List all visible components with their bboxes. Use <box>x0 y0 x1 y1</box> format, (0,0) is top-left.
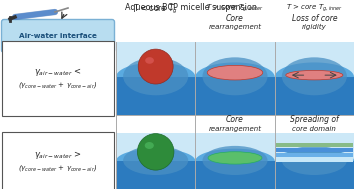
Bar <box>275 133 354 189</box>
FancyBboxPatch shape <box>1 19 114 53</box>
Ellipse shape <box>208 152 262 164</box>
Text: Core: Core <box>226 14 244 23</box>
Polygon shape <box>195 149 275 161</box>
Bar <box>275 42 354 115</box>
Bar <box>195 161 275 189</box>
Text: Spreading of: Spreading of <box>290 115 339 123</box>
Bar <box>275 77 354 115</box>
Ellipse shape <box>282 146 347 175</box>
Text: T < core $T_g$: T < core $T_g$ <box>133 3 178 16</box>
Bar <box>116 161 195 189</box>
Text: Air-water interface: Air-water interface <box>19 33 97 39</box>
Bar <box>116 42 195 115</box>
Text: rearrangement: rearrangement <box>209 126 262 132</box>
Bar <box>116 133 195 189</box>
Ellipse shape <box>123 57 188 95</box>
Text: Loss of core: Loss of core <box>292 14 337 23</box>
Text: ($\gamma_{core-water}$ + $\gamma_{core-air}$): ($\gamma_{core-water}$ + $\gamma_{core-a… <box>18 163 98 173</box>
FancyBboxPatch shape <box>2 41 114 116</box>
Polygon shape <box>116 149 195 161</box>
Text: ($\gamma_{core-water}$ + $\gamma_{core-air}$): ($\gamma_{core-water}$ + $\gamma_{core-a… <box>18 81 98 91</box>
Text: $\gamma_{air-water}$ <: $\gamma_{air-water}$ < <box>34 66 82 77</box>
Text: rearrangement: rearrangement <box>209 24 262 30</box>
Ellipse shape <box>202 146 268 175</box>
Bar <box>195 133 275 189</box>
Bar <box>276 153 353 157</box>
Ellipse shape <box>282 57 347 95</box>
Bar <box>276 157 353 162</box>
Ellipse shape <box>145 142 154 149</box>
Ellipse shape <box>145 57 154 64</box>
Text: Aqueous BCP micelle suspension: Aqueous BCP micelle suspension <box>125 3 257 12</box>
Text: T > core $T_{g,inner}$: T > core $T_{g,inner}$ <box>286 2 343 13</box>
Ellipse shape <box>286 70 343 80</box>
Bar <box>116 77 195 115</box>
Text: rigidity: rigidity <box>302 24 327 30</box>
Ellipse shape <box>123 146 188 175</box>
FancyBboxPatch shape <box>2 132 114 189</box>
Polygon shape <box>195 62 275 77</box>
Polygon shape <box>275 62 354 77</box>
Ellipse shape <box>138 49 173 84</box>
Ellipse shape <box>202 57 268 95</box>
Ellipse shape <box>137 134 174 170</box>
Ellipse shape <box>207 65 263 80</box>
Bar <box>276 148 353 152</box>
Text: Core: Core <box>226 115 244 123</box>
Text: T > core $T_{g,outer}$: T > core $T_{g,outer}$ <box>206 2 264 13</box>
Bar <box>195 42 275 115</box>
Bar <box>275 161 354 189</box>
Bar <box>276 143 353 147</box>
Polygon shape <box>116 62 195 77</box>
Polygon shape <box>275 149 354 161</box>
Text: $\gamma_{air-water}$ >: $\gamma_{air-water}$ > <box>34 149 82 161</box>
Bar <box>195 77 275 115</box>
Text: core domain: core domain <box>292 126 336 132</box>
